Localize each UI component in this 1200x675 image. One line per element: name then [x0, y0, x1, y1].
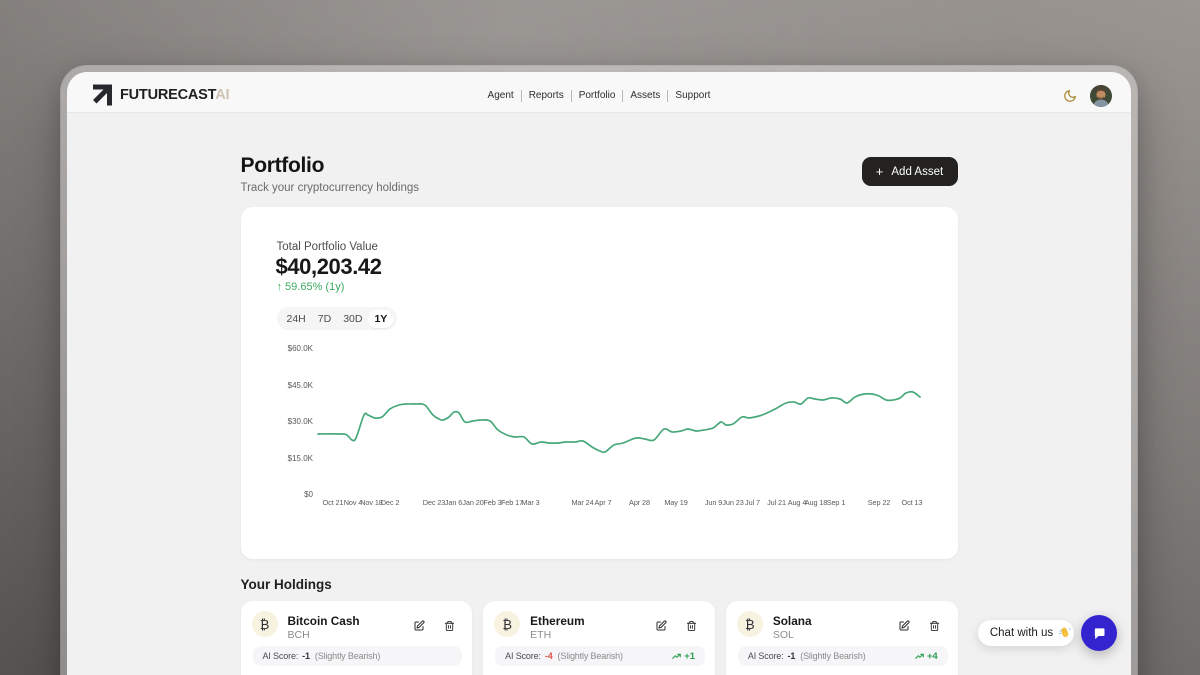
svg-text:$45.0K: $45.0K: [287, 381, 313, 390]
svg-text:Jun 23: Jun 23: [722, 498, 743, 507]
svg-text:$15.0K: $15.0K: [287, 454, 313, 463]
svg-text:Aug 18: Aug 18: [804, 498, 827, 507]
svg-text:Nov 18: Nov 18: [360, 498, 383, 507]
svg-text:Sep 1: Sep 1: [826, 498, 845, 507]
svg-text:Apr 7: Apr 7: [594, 498, 611, 507]
svg-text:Apr 28: Apr 28: [629, 498, 650, 507]
svg-text:Mar 3: Mar 3: [521, 498, 539, 507]
svg-text:Jul 7: Jul 7: [745, 498, 760, 507]
svg-text:$0: $0: [304, 490, 313, 499]
svg-text:Jan 20: Jan 20: [462, 498, 483, 507]
svg-text:Feb 17: Feb 17: [500, 498, 522, 507]
svg-text:$30.0K: $30.0K: [287, 417, 313, 426]
svg-text:Jun 9: Jun 9: [704, 498, 721, 507]
svg-text:May 19: May 19: [664, 498, 687, 507]
svg-text:Feb 3: Feb 3: [483, 498, 501, 507]
svg-text:Jan 6: Jan 6: [444, 498, 461, 507]
svg-text:Dec 2: Dec 2: [380, 498, 399, 507]
svg-text:Mar 24: Mar 24: [571, 498, 593, 507]
svg-text:Oct 13: Oct 13: [901, 498, 922, 507]
svg-text:Sep 22: Sep 22: [867, 498, 890, 507]
svg-text:Dec 23: Dec 23: [422, 498, 445, 507]
svg-text:$60.0K: $60.0K: [287, 344, 313, 353]
svg-text:Nov 4: Nov 4: [343, 498, 362, 507]
svg-text:Jul 21: Jul 21: [767, 498, 786, 507]
svg-text:Oct 21: Oct 21: [322, 498, 343, 507]
svg-text:Aug 4: Aug 4: [787, 498, 806, 507]
